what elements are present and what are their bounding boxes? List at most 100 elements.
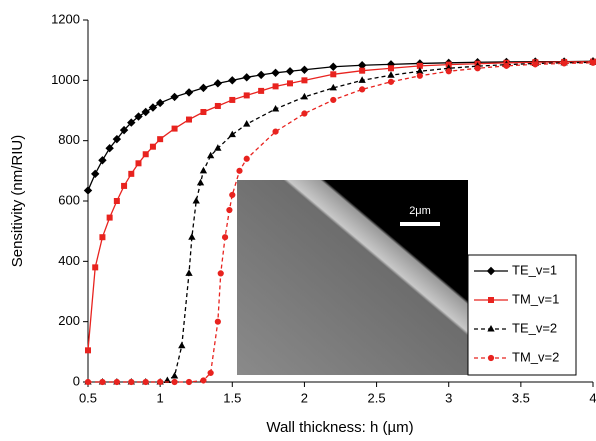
marker [85, 347, 91, 354]
marker [416, 67, 424, 74]
annotation: 2μm [409, 205, 431, 217]
marker [217, 270, 224, 277]
marker [106, 214, 113, 221]
legend-label: TE_v=2 [512, 320, 557, 335]
marker [185, 378, 193, 386]
x-tick-label: 0.5 [79, 390, 97, 405]
marker [84, 378, 92, 386]
marker [83, 186, 93, 195]
marker [91, 169, 100, 179]
marker [127, 118, 136, 127]
marker [445, 68, 452, 75]
marker [589, 59, 596, 66]
marker [192, 196, 200, 204]
marker [121, 182, 128, 189]
marker [285, 67, 295, 76]
marker [329, 62, 338, 71]
marker [228, 76, 237, 85]
marker [142, 151, 149, 158]
marker [256, 70, 266, 80]
marker [200, 377, 207, 384]
marker [171, 378, 178, 386]
marker [287, 80, 293, 87]
marker [184, 88, 194, 97]
marker [92, 264, 99, 271]
y-tick-label: 400 [58, 253, 80, 268]
marker [214, 318, 221, 325]
marker [178, 341, 186, 349]
marker [200, 109, 207, 116]
y-tick-label: 1200 [51, 11, 80, 26]
marker [330, 96, 337, 104]
marker [359, 67, 366, 74]
marker [272, 83, 279, 90]
series-line [87, 60, 594, 191]
marker [503, 62, 510, 69]
y-tick-label: 600 [58, 192, 80, 207]
y-axis-title: Sensitivity (nm/RIU) [9, 135, 26, 268]
legend-label: TM_v=1 [512, 291, 559, 306]
legend-box [467, 254, 577, 376]
marker [99, 378, 106, 386]
x-tick-label: 2.5 [368, 390, 386, 405]
marker [196, 178, 205, 186]
marker [141, 107, 150, 117]
marker [171, 125, 178, 132]
marker [128, 170, 135, 177]
marker [113, 198, 120, 204]
y-tick-label: 800 [58, 132, 80, 147]
marker [113, 378, 120, 386]
marker [157, 136, 164, 143]
marker [243, 120, 251, 127]
marker [148, 103, 158, 112]
x-tick-label: 4 [589, 390, 596, 405]
marker [300, 92, 309, 100]
marker [474, 65, 481, 72]
marker [271, 68, 280, 77]
marker [329, 83, 337, 91]
marker [359, 86, 366, 93]
marker [128, 378, 135, 386]
marker [330, 71, 337, 78]
marker [228, 130, 236, 138]
marker [258, 87, 265, 94]
marker [135, 160, 142, 167]
legend-label: TM_v=2 [512, 349, 559, 364]
marker [358, 76, 366, 83]
x-tick-label: 3 [445, 390, 452, 405]
marker [388, 65, 394, 72]
marker [214, 144, 222, 151]
marker [105, 144, 114, 153]
marker [199, 83, 208, 93]
marker [99, 234, 106, 241]
marker [214, 102, 221, 109]
inset-image [237, 180, 468, 375]
marker [170, 371, 179, 379]
marker [387, 78, 395, 85]
marker [229, 191, 236, 199]
marker [186, 116, 192, 123]
marker [119, 125, 129, 135]
marker [229, 96, 236, 103]
x-tick-label: 1.5 [223, 390, 241, 405]
marker [243, 155, 250, 162]
marker [488, 297, 494, 303]
marker [236, 167, 243, 174]
marker [271, 104, 280, 112]
marker [243, 92, 250, 99]
marker [561, 60, 568, 67]
marker [272, 128, 279, 135]
marker [213, 79, 223, 88]
marker [486, 266, 496, 276]
marker [206, 151, 215, 159]
marker [112, 134, 122, 144]
marker [98, 156, 107, 165]
marker [149, 143, 156, 150]
marker [134, 112, 143, 121]
x-tick-label: 1 [157, 390, 164, 405]
marker [532, 61, 539, 68]
marker [387, 71, 395, 78]
y-tick-label: 1000 [51, 72, 80, 87]
x-tick-label: 3.5 [512, 390, 530, 405]
